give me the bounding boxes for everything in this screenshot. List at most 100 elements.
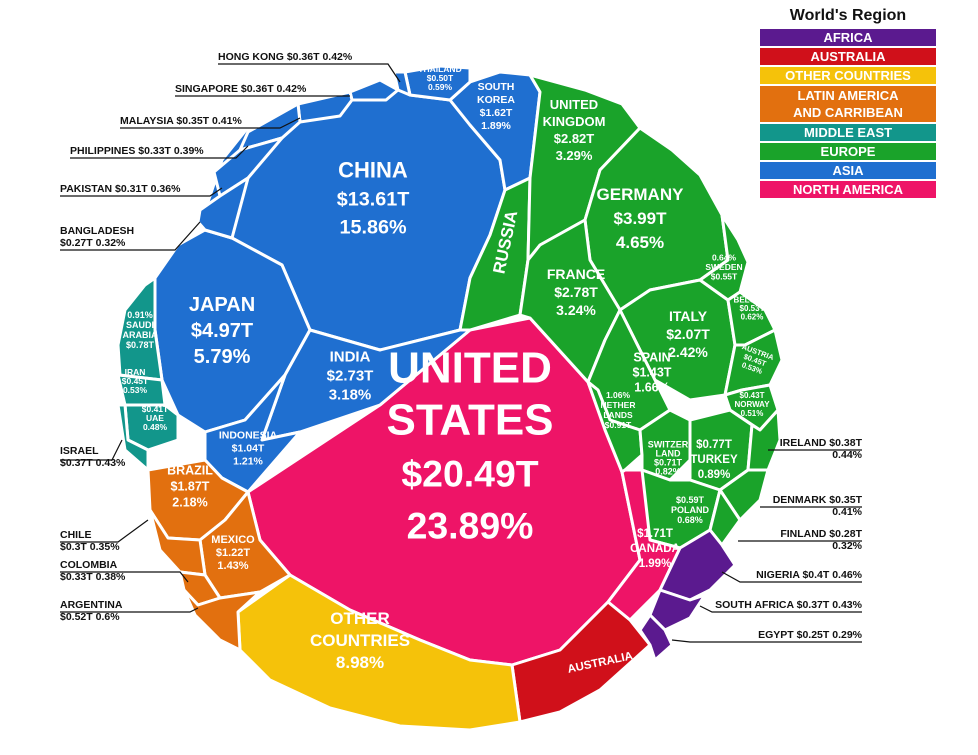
outer-label-ireland-values: 0.44%: [832, 449, 862, 461]
label-saudi-arabia: 0.91% SAUDI ARABIA $0.78T: [123, 310, 158, 350]
legend-label-mideast-line: MIDDLE EAST: [804, 125, 892, 140]
legend-label-australia-line: AUSTRALIA: [810, 49, 886, 64]
legend-label-africa: AFRICA: [823, 30, 873, 45]
label-spain-gdp: $1.43T: [633, 365, 672, 379]
label-canada-share: 1.99%: [639, 558, 672, 570]
legend-label-africa-line: AFRICA: [823, 30, 873, 45]
legend-swatch-mideast: [760, 124, 936, 141]
leader-colombia: [60, 571, 189, 583]
label-turkey: $0.77T TURKEY 0.89%: [690, 439, 738, 481]
label-switzerland-name: SWITZER: [648, 440, 689, 450]
label-china-gdp: $13.61T: [337, 189, 410, 211]
label-brazil-name: BRAZIL: [167, 463, 213, 477]
leader-philippines: [70, 145, 249, 159]
label-indonesia-share: 1.21%: [233, 456, 263, 468]
label-thailand-gdp: $0.50T: [427, 73, 454, 83]
outer-label-israel-name: ISRAEL: [60, 445, 99, 457]
legend-swatch-australia: [760, 48, 936, 65]
legend-swatch-latam: [760, 86, 936, 122]
label-canada-gdp: $1.71T: [637, 528, 673, 540]
leader-israel: [60, 439, 123, 461]
outer-label-bangladesh-values: $0.27T 0.32%: [60, 237, 126, 249]
cell-singapore: [348, 78, 400, 102]
leader-chile: [60, 519, 149, 543]
label-mexico-share: 1.43%: [217, 560, 248, 572]
label-france-share: 3.24%: [556, 302, 596, 318]
label-south-korea-name: SOUTH: [478, 81, 515, 93]
outer-label-bangladesh: BANGLADESH $0.27T 0.32%: [60, 225, 134, 249]
label-germany-share: 4.65%: [616, 233, 664, 252]
legend-swatch-europe: [760, 143, 936, 160]
label-mexico: MEXICO $1.22T 1.43%: [211, 534, 255, 572]
label-spain-share: 1.66%: [634, 380, 669, 394]
leader-hong-kong: [218, 63, 401, 83]
label-sweden-gdp: $0.55T: [711, 271, 738, 281]
outer-label-colombia-values: $0.33T 0.38%: [60, 571, 126, 583]
outer-label-finland-name: FINLAND $0.28T: [780, 528, 862, 540]
label-sweden-share: 0.64%: [712, 252, 737, 262]
legend-label-other-line: OTHER COUNTRIES: [785, 68, 911, 83]
label-switzerland: SWITZER LAND $0.71T 0.82%: [648, 440, 689, 477]
label-italy: ITALY $2.07T 2.42%: [666, 308, 710, 360]
outer-label-pakistan: PAKISTAN $0.31T 0.36%: [60, 183, 181, 195]
cell-philippines: [238, 102, 302, 152]
cell-argentina: [182, 588, 262, 652]
label-uae-gdp: $0.41T: [142, 404, 169, 414]
label-japan-share: 5.79%: [194, 346, 251, 368]
outer-label-denmark: DENMARK $0.35T 0.41%: [773, 494, 863, 518]
label-canada: $1.71T CANADA 1.99%: [630, 528, 680, 570]
label-germany-name: GERMANY: [597, 185, 685, 204]
label-italy-gdp: $2.07T: [666, 326, 710, 342]
label-poland: $0.59T POLAND 0.68%: [671, 495, 710, 525]
label-turkey-gdp: $0.77T: [696, 439, 732, 451]
outer-label-singapore-text: SINGAPORE $0.36T 0.42%: [175, 83, 307, 95]
label-turkey-share: 0.89%: [698, 469, 731, 481]
label-united-states-name: UNITED: [388, 343, 552, 392]
legend-label-latam-line: LATIN AMERICA: [797, 88, 899, 103]
leader-nigeria: [721, 571, 862, 583]
outer-label-ireland-name: IRELAND $0.38T: [780, 437, 863, 449]
label-iran: IRAN $0.45T 0.53%: [122, 367, 149, 395]
legend: World's Region AFRICA AUSTRALIA OTHER COUNT…: [760, 7, 936, 198]
outer-label-israel: ISRAEL $0.37T 0.43%: [60, 445, 126, 469]
legend-label-namerica: NORTH AMERICA: [793, 182, 904, 197]
outer-label-philippines: PHILIPPINES $0.33T 0.39%: [70, 145, 204, 157]
label-netherlands: 1.06% NETHER LANDS $0.91T: [601, 390, 636, 430]
leader-malaysia: [120, 117, 301, 129]
cell-israel: [116, 403, 150, 472]
outer-label-nigeria: NIGERIA $0.4T 0.46%: [756, 569, 862, 581]
outer-label-argentina-values: $0.52T 0.6%: [60, 611, 120, 623]
cell-pakistan: [212, 136, 284, 198]
label-germany: GERMANY $3.99T 4.65%: [597, 185, 685, 252]
label-france-name: FRANCE: [547, 266, 605, 282]
outer-label-egypt-text: EGYPT $0.25T 0.29%: [758, 629, 863, 641]
label-mexico-gdp: $1.22T: [216, 547, 251, 559]
legend-label-asia-line: ASIA: [832, 163, 864, 178]
label-belgium-share: 0.62%: [741, 312, 764, 321]
outer-label-south-africa: SOUTH AFRICA $0.37T 0.43%: [715, 599, 863, 611]
label-other-countries-share: 8.98%: [336, 653, 384, 672]
legend-label-europe: EUROPE: [821, 144, 876, 159]
legend-label-mideast: MIDDLE EAST: [804, 125, 892, 140]
outer-label-finland-values: 0.32%: [832, 540, 862, 552]
cell-egypt: [638, 613, 674, 662]
label-turkey-name: TURKEY: [690, 454, 738, 466]
outer-label-singapore: SINGAPORE $0.36T 0.42%: [175, 83, 307, 95]
outer-label-egypt: EGYPT $0.25T 0.29%: [758, 629, 863, 641]
label-netherlands-name: LANDS: [603, 410, 633, 420]
label-south-korea-share: 1.89%: [481, 120, 511, 132]
outer-label-chile: CHILE $0.3T 0.35%: [60, 529, 120, 553]
outer-label-israel-values: $0.37T 0.43%: [60, 457, 126, 469]
label-italy-share: 2.42%: [668, 344, 708, 360]
label-france-gdp: $2.78T: [554, 284, 598, 300]
leader-pakistan: [60, 187, 223, 197]
outer-label-pakistan-text: PAKISTAN $0.31T 0.36%: [60, 183, 181, 195]
label-belgium-name: BELGIUM: [734, 295, 771, 304]
label-united-kingdom: UNITED KINGDOM $2.82T 3.29%: [543, 97, 606, 163]
label-brazil-gdp: $1.87T: [171, 479, 210, 493]
label-united-states-share: 23.89%: [407, 504, 534, 546]
outer-label-denmark-name: DENMARK $0.35T: [773, 494, 863, 506]
label-indonesia-gdp: $1.04T: [232, 443, 265, 455]
label-iran-name: IRAN: [125, 367, 146, 377]
